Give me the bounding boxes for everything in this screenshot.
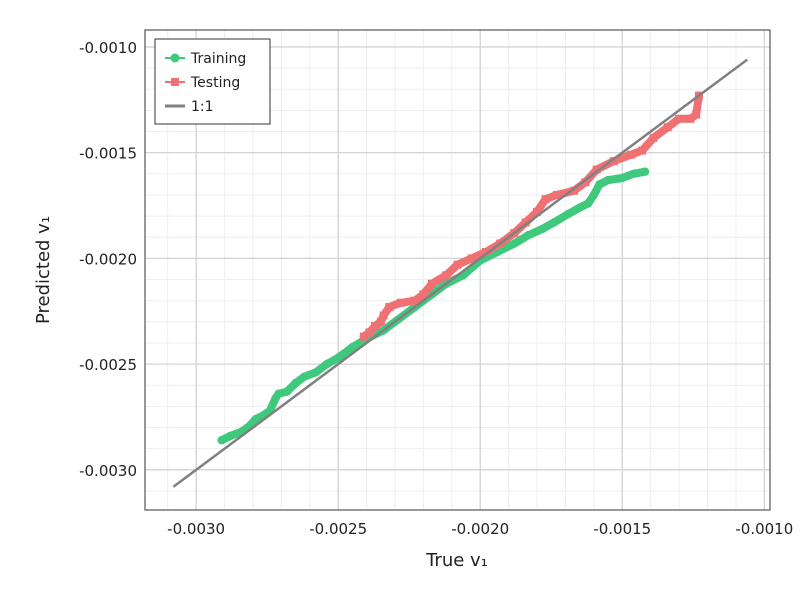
training-point bbox=[564, 209, 573, 219]
training-point bbox=[322, 359, 332, 369]
legend-item-testing: Testing bbox=[165, 75, 240, 91]
testing-point bbox=[442, 271, 451, 280]
testing-point bbox=[675, 114, 684, 123]
identity-line bbox=[172, 58, 749, 488]
training-path bbox=[217, 167, 649, 445]
testing-point bbox=[376, 317, 385, 326]
testing-point bbox=[626, 150, 635, 159]
testing-point bbox=[467, 254, 476, 263]
training-point bbox=[603, 175, 613, 185]
legend-label: 1:1 bbox=[191, 99, 214, 115]
x-tick-label: -0.0010 bbox=[735, 520, 793, 538]
training-point bbox=[291, 378, 300, 388]
testing-point bbox=[692, 110, 701, 119]
training-point bbox=[510, 239, 519, 248]
x-axis-title: True v₁ bbox=[425, 550, 488, 571]
training-point bbox=[595, 180, 604, 189]
testing-point bbox=[581, 178, 590, 187]
training-point bbox=[348, 342, 357, 352]
testing-point bbox=[521, 218, 530, 227]
legend-marker bbox=[170, 53, 180, 63]
y-tick-labels: -0.0030 -0.0025 -0.0020 -0.0015 -0.0010 bbox=[79, 39, 137, 480]
testing-point bbox=[379, 311, 388, 320]
y-tick-label: -0.0010 bbox=[79, 39, 137, 57]
legend-label: Training bbox=[190, 51, 246, 67]
training-point bbox=[583, 199, 593, 208]
testing-point bbox=[481, 248, 490, 257]
series-training bbox=[217, 167, 650, 445]
testing-point bbox=[359, 332, 368, 341]
training-point bbox=[589, 190, 599, 200]
testing-point bbox=[371, 322, 380, 331]
testing-point bbox=[427, 279, 436, 288]
y-tick-label: -0.0015 bbox=[79, 145, 137, 163]
series-1-1 bbox=[172, 58, 749, 488]
y-axis-title: Predicted v₁ bbox=[33, 216, 54, 324]
testing-point bbox=[569, 186, 578, 195]
training-point bbox=[618, 173, 627, 183]
training-point bbox=[282, 387, 292, 396]
series-layer bbox=[172, 58, 749, 488]
testing-point bbox=[609, 157, 618, 166]
x-tick-label: -0.0030 bbox=[167, 520, 225, 538]
legend-item-training: Training bbox=[165, 51, 246, 67]
testing-point bbox=[686, 114, 695, 123]
testing-point bbox=[533, 207, 542, 216]
x-tick-label: -0.0015 bbox=[593, 520, 651, 538]
training-point bbox=[274, 389, 283, 398]
y-tick-label: -0.0025 bbox=[79, 356, 137, 374]
legend-label: Testing bbox=[190, 75, 240, 91]
training-point bbox=[549, 218, 559, 227]
testing-point bbox=[365, 328, 374, 337]
training-point bbox=[311, 368, 320, 377]
training-point bbox=[575, 203, 584, 212]
testing-point bbox=[396, 298, 405, 307]
legend-marker bbox=[171, 78, 179, 86]
y-tick-label: -0.0030 bbox=[79, 462, 137, 480]
testing-point bbox=[663, 123, 672, 132]
training-point bbox=[217, 436, 226, 445]
testing-point bbox=[385, 303, 394, 312]
legend: Training Testing 1:1 bbox=[154, 38, 271, 125]
x-tick-labels: -0.0030 -0.0025 -0.0020 -0.0015 -0.0010 bbox=[167, 520, 793, 538]
training-point bbox=[640, 167, 650, 176]
legend-item-1-1: 1:1 bbox=[165, 99, 214, 115]
testing-point bbox=[541, 195, 550, 204]
testing-point bbox=[419, 290, 428, 299]
testing-point bbox=[552, 190, 561, 199]
plot-frame bbox=[144, 29, 771, 511]
testing-point bbox=[410, 296, 419, 305]
training-point bbox=[251, 414, 260, 424]
y-tick-label: -0.0020 bbox=[79, 250, 137, 268]
training-point bbox=[538, 224, 547, 233]
training-point bbox=[524, 230, 533, 240]
major-gridlines bbox=[145, 30, 770, 510]
testing-point bbox=[649, 133, 658, 142]
testing-point bbox=[592, 165, 601, 174]
x-tick-label: -0.0025 bbox=[309, 520, 367, 538]
testing-point bbox=[638, 146, 647, 155]
testing-point bbox=[453, 260, 462, 269]
training-point bbox=[629, 169, 638, 178]
training-point bbox=[299, 372, 309, 381]
training-point bbox=[333, 353, 343, 362]
x-tick-label: -0.0020 bbox=[451, 520, 509, 538]
training-point bbox=[226, 431, 235, 441]
